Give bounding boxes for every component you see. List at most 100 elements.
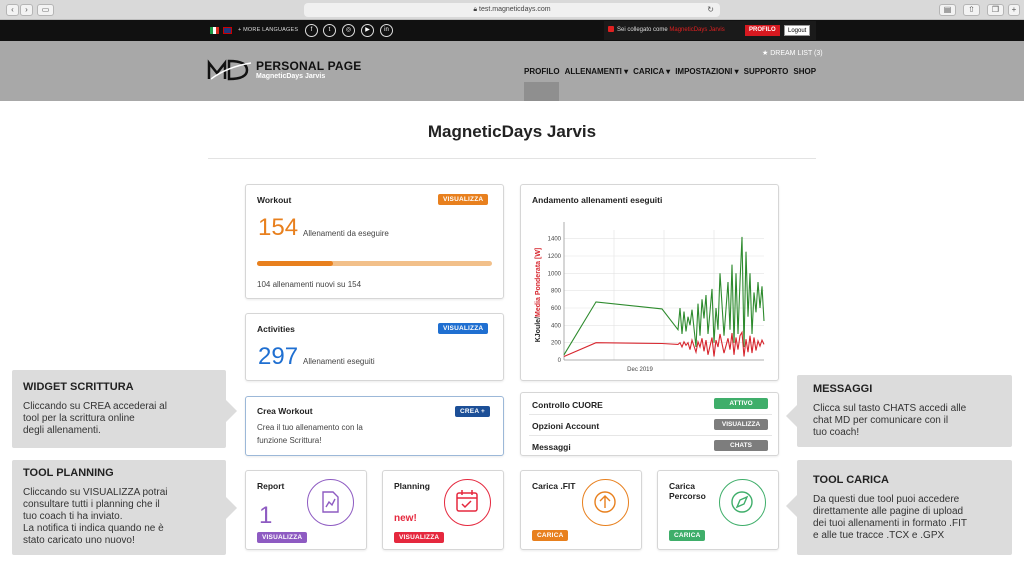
heart-control-label: Controllo CUORE: [532, 400, 603, 410]
activities-count: 297: [258, 343, 299, 370]
chart-ytick-label: 600: [551, 306, 562, 312]
crea-button[interactable]: CREA +: [455, 406, 490, 417]
brand-title: PERSONAL PAGE: [256, 59, 362, 73]
logout-button[interactable]: Logout: [784, 25, 811, 36]
crea-workout-card: Crea Workout CREA + Crea il tuo allename…: [245, 396, 504, 456]
top-bar: [0, 20, 1024, 41]
youtube-icon[interactable]: ▶: [361, 24, 374, 37]
carica-callout-title: TOOL CARICA: [813, 474, 889, 486]
callout-arrow: [786, 495, 797, 517]
chart-series-line-1: [563, 330, 765, 358]
chart-series-line-0: [563, 236, 765, 356]
new-tab-icon[interactable]: +: [1008, 4, 1020, 16]
twitter-icon[interactable]: t: [323, 24, 336, 37]
messages-label: Messaggi: [532, 442, 571, 452]
upload-fit-button[interactable]: CARICA: [532, 530, 569, 541]
back-icon[interactable]: ‹: [6, 4, 19, 16]
callout-line: Clicca sul tasto CHATS accedi alle: [813, 403, 967, 414]
report-view-button[interactable]: VISUALIZZA: [257, 532, 308, 543]
instagram-icon[interactable]: ◎: [342, 24, 355, 37]
workout-progress-text: 104 allenamenti nuovi su 154: [257, 280, 362, 289]
brand-subtitle: MagneticDays Jarvis: [256, 73, 326, 80]
lock-icon: [608, 26, 614, 32]
carica-callout-text: Da questi due tool puoi accedere diretta…: [813, 494, 967, 542]
callout-line: degli allenamenti.: [23, 425, 101, 436]
messaggi-callout-title: MESSAGGI: [813, 383, 873, 395]
site-header: [0, 41, 1024, 101]
sidebar-icon[interactable]: ▭: [37, 4, 54, 16]
callout-line: chat MD per comunicare con il: [813, 415, 949, 426]
upload-fit-card: Carica .FIT CARICA: [520, 470, 642, 550]
facebook-icon[interactable]: f: [305, 24, 318, 37]
report-count: 1: [259, 502, 273, 529]
share-icon[interactable]: ⇧: [963, 4, 980, 16]
nav-active-indicator: [524, 82, 559, 101]
workout-view-button[interactable]: VISUALIZZA: [438, 194, 489, 205]
chart-ylabel-part2: Media Ponderata [W]: [535, 248, 542, 317]
nav-shop[interactable]: SHOP: [793, 67, 817, 76]
callout-line: Cliccando su VISUALIZZA potrai: [23, 487, 168, 498]
chart-xtick-label: Dec 2019: [627, 367, 653, 373]
chart-ytick-label: 1000: [548, 271, 562, 277]
account-options-button[interactable]: VISUALIZZA: [714, 419, 768, 430]
workout-count: 154: [258, 214, 299, 241]
compass-icon[interactable]: [719, 479, 766, 526]
flag-uk-icon[interactable]: [223, 27, 232, 34]
planning-callout-text: Cliccando su VISUALIZZA potrai consultar…: [23, 487, 168, 547]
scrittura-callout: WIDGET SCRITTURA Cliccando su CREA acced…: [12, 370, 226, 448]
scrittura-callout-text: Cliccando su CREA accederai al tool per …: [23, 401, 167, 437]
workout-progress-bar: [257, 261, 492, 266]
nav-carica[interactable]: CARICA ▾: [633, 67, 671, 76]
chart-ytick-label: 400: [551, 323, 562, 329]
crea-text-2: funzione Scrittura!: [257, 436, 322, 445]
carica-callout: TOOL CARICA Da questi due tool puoi acce…: [797, 460, 1012, 555]
nav-allenamenti[interactable]: ALLENAMENTI ▾: [564, 67, 629, 76]
linkedin-icon[interactable]: in: [380, 24, 393, 37]
planning-callout: TOOL PLANNING Cliccando su VISUALIZZA po…: [12, 460, 226, 555]
callout-line: dei tuoi allenamenti in formato .FIT: [813, 518, 967, 529]
callout-line: tuo coach!: [813, 427, 860, 438]
page-title: MagneticDays Jarvis: [427, 122, 597, 141]
callout-line: Cliccando su CREA accederai al: [23, 401, 167, 412]
nav-supporto[interactable]: SUPPORTO: [743, 67, 789, 76]
md-logo[interactable]: [207, 57, 253, 81]
callout-line: tuo coach ti ha inviato.: [23, 511, 123, 522]
reload-icon[interactable]: ↻: [707, 5, 714, 14]
url-text: test.magneticdays.com: [479, 6, 551, 13]
lock-icon: 🔒︎: [473, 6, 478, 13]
workout-count-label: Allenamenti da eseguire: [303, 229, 389, 238]
workout-progress-fill: [257, 261, 334, 266]
nav-impostazioni[interactable]: IMPOSTAZIONI ▾: [675, 67, 739, 76]
dream-list-link[interactable]: ★ DREAM LIST (3): [762, 50, 823, 57]
callout-line: tool per la scrittura online: [23, 413, 135, 424]
planning-title: Planning: [394, 481, 430, 491]
activities-view-button[interactable]: VISUALIZZA: [438, 323, 489, 334]
upload-route-button[interactable]: CARICA: [669, 530, 706, 541]
messaggi-callout-text: Clicca sul tasto CHATS accedi alle chat …: [813, 403, 966, 439]
forward-icon[interactable]: ›: [20, 4, 33, 16]
upload-route-card: Carica Percorso CARICA: [657, 470, 779, 550]
callout-line: e alle tue tracce .TCX e .GPX: [813, 530, 945, 541]
settings-list-card: Controllo CUORE ATTIVO Opzioni Account V…: [520, 392, 779, 456]
nav-profilo[interactable]: PROFILO: [524, 67, 560, 76]
report-chart-icon[interactable]: [307, 479, 354, 526]
more-languages-link[interactable]: + MORE LANGUAGES: [238, 27, 299, 33]
callout-arrow: [786, 405, 797, 427]
planning-callout-title: TOOL PLANNING: [23, 467, 114, 479]
chart-ytick-label: 1200: [548, 254, 562, 260]
callout-line: Da questi due tool puoi accedere: [813, 494, 960, 505]
flag-it-icon[interactable]: [210, 27, 219, 34]
upload-route-title-1: Carica: [669, 481, 695, 491]
planning-view-button[interactable]: VISUALIZZA: [394, 532, 445, 543]
url-bar[interactable]: 🔒︎ test.magneticdays.com ↻: [304, 3, 720, 17]
chart-ylabel: KJoule/Media Ponderata [W]: [535, 248, 542, 343]
heart-control-badge[interactable]: ATTIVO: [714, 398, 768, 409]
print-icon[interactable]: ▤: [939, 4, 956, 16]
logged-user: MagneticDays Jarvis: [669, 27, 725, 33]
calendar-check-icon[interactable]: [444, 479, 491, 526]
tabs-icon[interactable]: ❐: [987, 4, 1004, 16]
workout-title: Workout: [257, 195, 292, 205]
profile-button[interactable]: PROFILO: [745, 25, 780, 36]
upload-icon[interactable]: [582, 479, 629, 526]
chats-button[interactable]: CHATS: [714, 440, 768, 451]
